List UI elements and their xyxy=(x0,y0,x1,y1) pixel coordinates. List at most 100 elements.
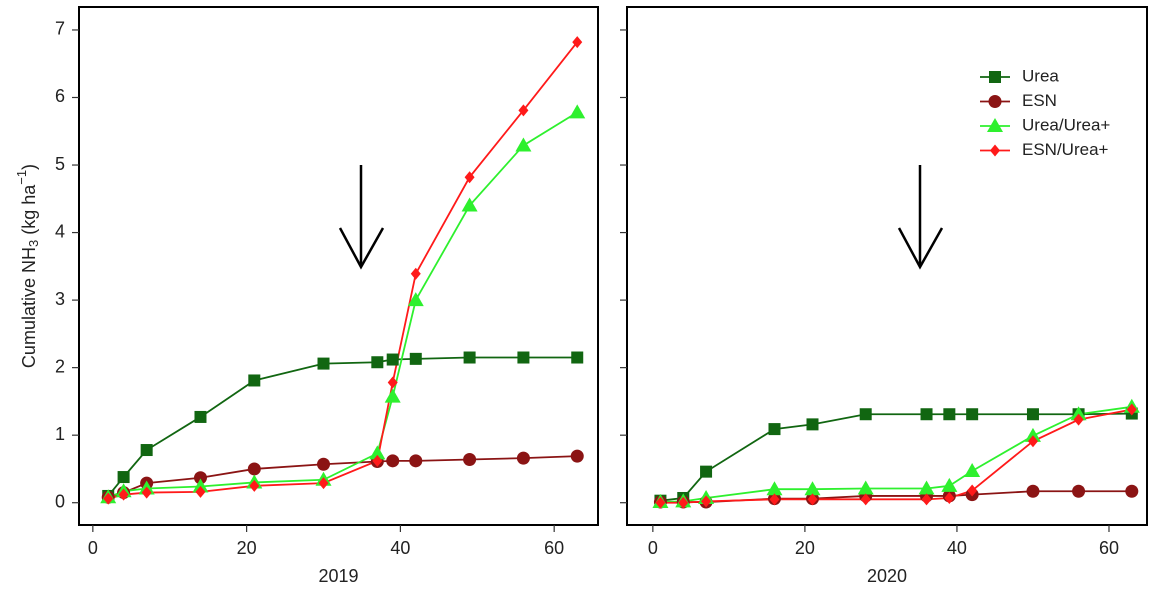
marker xyxy=(103,492,114,505)
marker xyxy=(941,477,958,492)
y-tick-label: 0 xyxy=(55,491,65,511)
marker xyxy=(516,451,530,465)
x-tick-label: 0 xyxy=(648,538,658,558)
marker xyxy=(943,408,956,421)
x-axis-label: 2020 xyxy=(867,566,907,586)
marker xyxy=(857,480,874,495)
series-line xyxy=(660,412,1132,502)
legend-label: Urea/Urea+ xyxy=(1022,115,1110,134)
marker xyxy=(248,374,261,387)
marker xyxy=(1073,413,1084,426)
marker xyxy=(518,104,529,117)
marker xyxy=(1027,435,1038,448)
marker xyxy=(410,267,421,280)
marker xyxy=(1026,484,1040,498)
x-axis-label: 2019 xyxy=(318,566,358,586)
marker xyxy=(387,376,398,389)
marker xyxy=(569,104,586,119)
marker xyxy=(317,357,330,370)
series-line xyxy=(660,405,1132,503)
marker xyxy=(920,408,933,421)
y-tick-label: 3 xyxy=(55,289,65,309)
marker xyxy=(921,493,932,506)
legend-label: ESN xyxy=(1022,91,1057,110)
marker xyxy=(655,496,666,509)
marker xyxy=(384,388,401,403)
marker xyxy=(966,408,979,421)
y-tick-label: 5 xyxy=(55,154,65,174)
series-line xyxy=(107,111,578,499)
series-line xyxy=(107,455,578,499)
marker xyxy=(461,197,478,212)
legend-label: ESN/Urea+ xyxy=(1022,140,1109,159)
marker xyxy=(517,351,530,364)
plot-frame xyxy=(626,6,1148,526)
marker xyxy=(768,423,781,436)
marker xyxy=(318,477,329,490)
marker xyxy=(464,171,475,184)
x-tick-label: 40 xyxy=(390,538,410,558)
marker xyxy=(859,408,872,421)
marker xyxy=(678,496,689,509)
y-tick-label: 6 xyxy=(55,86,65,106)
marker xyxy=(990,144,1000,157)
marker xyxy=(409,454,423,468)
marker xyxy=(317,457,331,471)
marker xyxy=(194,410,207,423)
y-tick-label: 7 xyxy=(55,19,65,39)
x-tick-label: 40 xyxy=(947,538,967,558)
marker xyxy=(1125,484,1139,498)
marker xyxy=(807,493,818,506)
marker xyxy=(192,478,209,493)
marker xyxy=(463,351,476,364)
marker xyxy=(141,486,152,499)
marker xyxy=(1026,408,1039,421)
x-tick-label: 60 xyxy=(544,538,564,558)
marker xyxy=(701,495,712,508)
legend-label: Urea xyxy=(1022,66,1059,85)
marker xyxy=(463,452,477,466)
marker xyxy=(988,95,1002,108)
marker xyxy=(386,353,399,366)
marker xyxy=(987,118,1003,132)
marker xyxy=(769,493,780,506)
marker xyxy=(371,356,384,369)
y-axis-label: Cumulative NH3 (kg ha−1) xyxy=(14,164,41,368)
marker xyxy=(918,480,935,495)
marker xyxy=(117,471,130,484)
arrow xyxy=(338,165,944,270)
marker xyxy=(964,462,981,477)
marker xyxy=(1126,403,1137,416)
marker xyxy=(372,454,383,467)
marker xyxy=(700,465,713,478)
marker xyxy=(247,462,261,476)
x-tick-label: 20 xyxy=(795,538,815,558)
x-tick-label: 60 xyxy=(1099,538,1119,558)
marker xyxy=(860,493,871,506)
marker xyxy=(193,471,207,485)
marker xyxy=(804,481,821,496)
marker xyxy=(572,36,583,49)
marker xyxy=(515,137,532,152)
marker xyxy=(249,479,260,492)
marker xyxy=(989,71,1001,83)
marker xyxy=(409,352,422,365)
y-tick-label: 2 xyxy=(55,356,65,376)
y-tick-label: 4 xyxy=(55,221,65,241)
marker xyxy=(766,481,783,496)
marker xyxy=(944,491,955,504)
marker xyxy=(386,454,400,468)
marker xyxy=(570,449,584,463)
marker xyxy=(967,484,978,497)
marker xyxy=(1024,427,1041,442)
marker xyxy=(571,351,584,364)
marker xyxy=(1070,406,1087,421)
marker xyxy=(195,485,206,498)
marker xyxy=(806,418,819,431)
marker xyxy=(140,444,153,457)
x-tick-label: 0 xyxy=(88,538,98,558)
x-tick-label: 20 xyxy=(237,538,257,558)
marker xyxy=(407,292,424,307)
marker xyxy=(369,445,386,460)
